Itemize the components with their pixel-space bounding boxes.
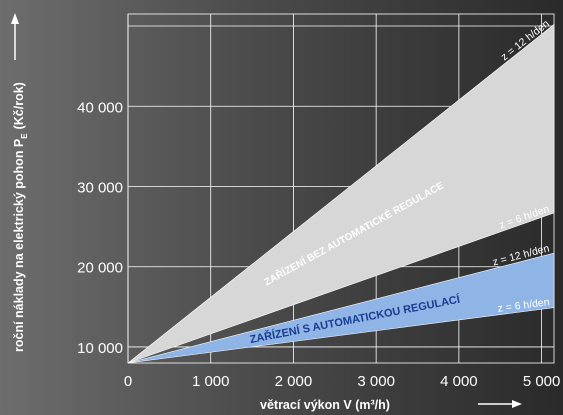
x-tick-label: 2 000 <box>275 373 313 390</box>
y-tick-label: 20 000 <box>77 260 123 277</box>
x-axis-arrow <box>478 400 522 408</box>
y-axis-label-main: roční náklady na elektrický pohon P <box>12 139 26 352</box>
y-tick-labels: 10 000 20 000 30 000 40 000 <box>77 99 123 357</box>
y-axis-label-unit: (Kč/rok) <box>12 82 26 129</box>
x-axis-label: větrací výkon V (m³/h) <box>260 398 390 412</box>
y-axis-arrow <box>11 13 19 60</box>
x-tick-label: 5 000 <box>523 373 561 390</box>
x-tick-label: 3 000 <box>357 373 395 390</box>
y-axis-label: roční náklady na elektrický pohon PE (Kč/… <box>12 82 29 352</box>
x-tick-labels: 0 1 000 2 000 3 000 4 000 5 000 <box>124 373 561 390</box>
y-tick-label: 10 000 <box>77 340 123 357</box>
y-axis-label-group: roční náklady na elektrický pohon PE (Kč/… <box>12 82 29 352</box>
band-area-0 <box>127 23 555 364</box>
bands <box>127 23 555 364</box>
x-tick-label: 0 <box>124 373 132 390</box>
x-tick-label: 4 000 <box>440 373 478 390</box>
band-area-1 <box>127 252 555 364</box>
y-tick-label: 40 000 <box>77 99 123 116</box>
y-tick-label: 30 000 <box>77 179 123 196</box>
x-tick-label: 1 000 <box>192 373 230 390</box>
y-axis-label-subscript: E <box>20 133 29 139</box>
